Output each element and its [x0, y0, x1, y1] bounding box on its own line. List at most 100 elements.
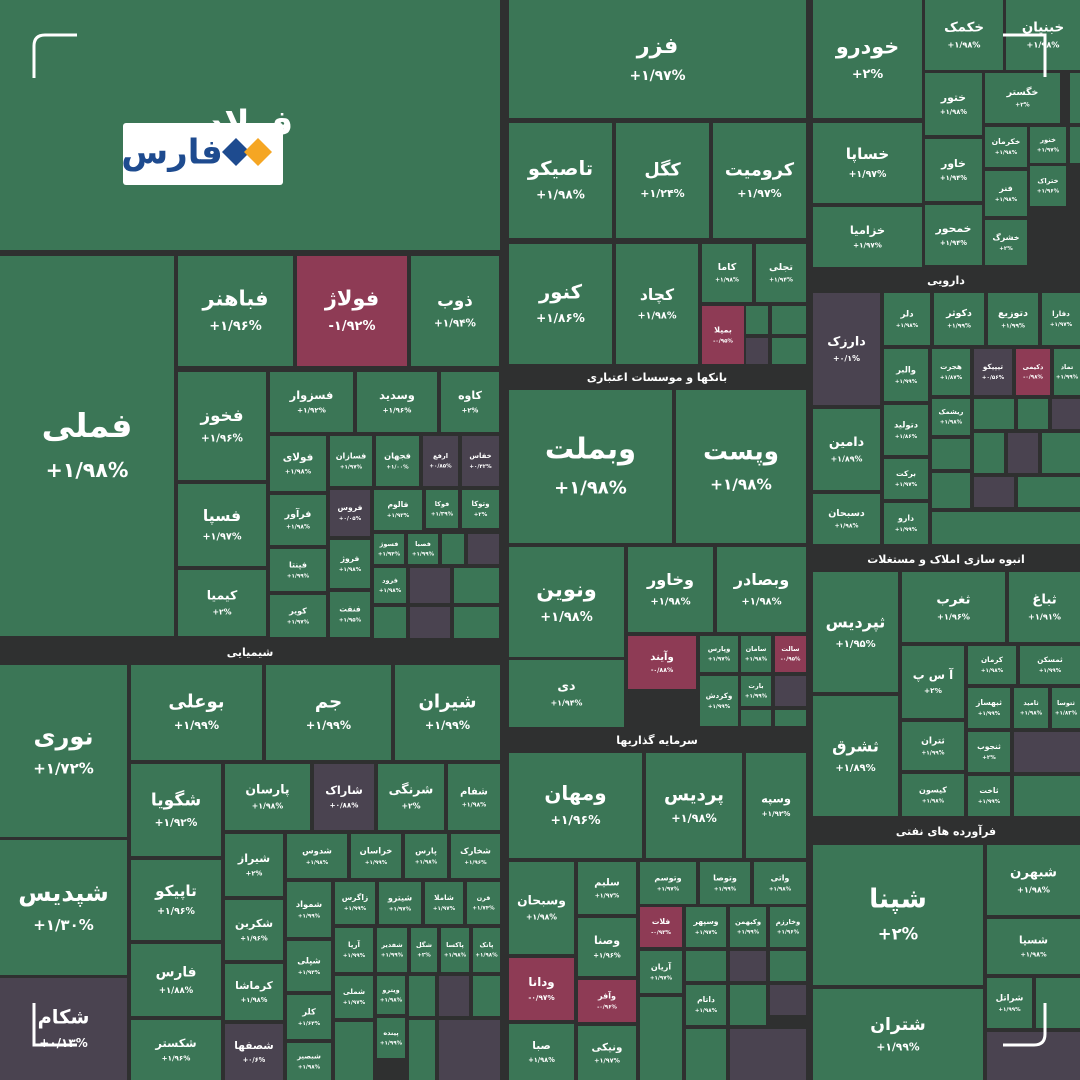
tile-change: +۱/۹۴%	[940, 174, 967, 182]
filler-tile	[741, 710, 771, 726]
section-header	[812, 820, 1080, 842]
tile-label: شفدیر	[380, 941, 402, 949]
tile	[813, 989, 983, 1080]
tile	[357, 372, 437, 432]
tile-change: +۲%	[212, 607, 231, 616]
tile-label: خودرو	[835, 34, 899, 58]
logo-box	[123, 123, 283, 185]
tile-change: +۱/۹۲%	[762, 809, 791, 818]
tile-change: +۱/۹۸%	[252, 801, 284, 810]
tile-label: خگستر	[1006, 86, 1039, 98]
tile	[902, 646, 964, 718]
tile-label: شیراز	[237, 852, 270, 865]
tile-change: +۱/۹۸%	[526, 912, 557, 921]
tile	[426, 490, 458, 528]
tile	[509, 753, 642, 858]
tile	[756, 244, 806, 302]
tile-label: وبصادر	[733, 570, 789, 589]
tile-label: فسازان	[336, 452, 367, 461]
filler-tile	[468, 534, 499, 564]
tile	[884, 349, 928, 401]
tile-label: برکت	[896, 469, 916, 478]
tile-label: خزامیا	[850, 223, 885, 237]
tile	[616, 123, 709, 238]
tile	[405, 834, 447, 878]
tile	[378, 764, 444, 830]
tile-label: شدوس	[302, 846, 332, 857]
tile	[730, 907, 766, 947]
tile-label: ثبهساز	[975, 698, 1002, 707]
tile-label: زاگرس	[342, 893, 369, 902]
tile-change: +۱/۳۹%	[431, 511, 454, 517]
tile-label: کیمیا	[207, 588, 238, 603]
tile	[1052, 688, 1080, 728]
tile	[441, 928, 469, 972]
tile-change: +۰/۸۵%	[429, 463, 452, 469]
tile	[374, 568, 406, 603]
tile	[509, 244, 612, 364]
tile	[717, 547, 806, 632]
filler-tile	[1036, 978, 1080, 1028]
tile	[813, 409, 880, 490]
tile	[1020, 646, 1080, 684]
tile-change: +۱/۸۹%	[835, 763, 875, 774]
section-header	[812, 549, 1080, 569]
tile-change: +۱/۹۹%	[365, 860, 388, 866]
tile-label: وتوصا	[713, 874, 737, 883]
tile-label: فصبا	[415, 540, 431, 548]
tile-change: +۱/۹۷%	[708, 657, 731, 663]
tile	[467, 882, 500, 924]
tile-label: شاملا	[434, 893, 454, 902]
tile	[225, 834, 283, 896]
logo-text: فارس	[121, 133, 223, 173]
tile	[1054, 349, 1080, 395]
tile	[925, 139, 982, 201]
tile	[0, 665, 127, 837]
tile-change: +۱/۹۴%	[940, 239, 967, 247]
tile-label: شبصیر	[296, 1053, 321, 1061]
tile-label: شکام	[38, 1006, 90, 1029]
tile-change: +۱/۹۶%	[937, 611, 970, 621]
tile-change: +۱/۹۸%	[540, 610, 592, 625]
tile	[700, 862, 750, 904]
tile-change: +۱/۹۶%	[1037, 189, 1060, 195]
tile-change: +۱/۹۷%	[895, 482, 918, 488]
tile-label: ختور	[940, 91, 966, 104]
tile-label: خاور	[940, 157, 966, 170]
tile-change: +۱/۹۷%	[849, 169, 887, 180]
tile	[178, 484, 266, 566]
tile-change: +۱/۹۴%	[298, 970, 321, 976]
tile-change: +۱/۸۶%	[536, 311, 585, 325]
tile-change: +۱/۹۸%	[769, 886, 792, 892]
tile-change: +۱/۹۸%	[306, 860, 329, 866]
section-title: سرمایه گذاریها	[616, 734, 698, 747]
tile	[813, 207, 922, 267]
tile-label: شیترو	[387, 894, 412, 903]
tile-label: شیران	[418, 691, 476, 712]
tile	[376, 436, 419, 486]
logo-mark	[244, 138, 272, 166]
tile-change: +۱/۹۶%	[383, 406, 412, 415]
tile	[270, 436, 326, 491]
tile-change: +۲%	[852, 67, 884, 82]
tile-change: +۱/۹۸%	[650, 597, 690, 608]
tile-change: +۱/۹۶%	[593, 951, 621, 959]
tile	[813, 494, 880, 544]
tile	[131, 665, 262, 760]
filler-tile	[410, 568, 450, 603]
tile-label: شمواد	[296, 899, 322, 910]
tile	[925, 0, 1003, 70]
tile	[408, 534, 438, 564]
tile-label: شراتل	[996, 994, 1024, 1004]
tile	[578, 1026, 636, 1080]
filler-tile	[746, 338, 768, 364]
filler-tile	[1008, 433, 1038, 473]
tile	[902, 722, 964, 770]
tile	[441, 372, 499, 432]
tile-change: +۱/۹۷%	[594, 1057, 620, 1065]
tile-change: -۰/۹۸%	[1023, 374, 1043, 380]
tile-label: کلر	[301, 1007, 316, 1018]
tile	[225, 1024, 283, 1080]
tile-change: -۱/۹۲%	[329, 319, 376, 334]
tile-change: +۱/۹۹%	[298, 913, 321, 919]
